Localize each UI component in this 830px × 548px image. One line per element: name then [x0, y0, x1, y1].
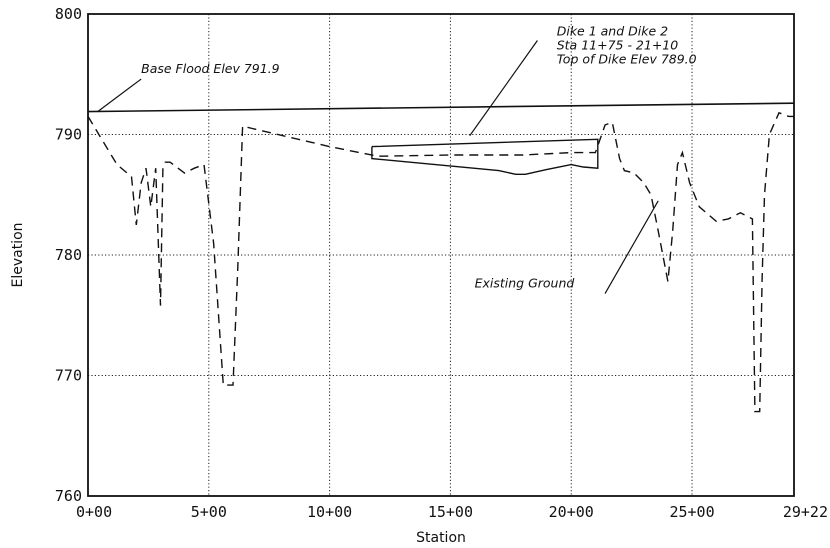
y-tick-label: 790 — [55, 126, 82, 144]
x-tick-label: 5+00 — [191, 503, 227, 521]
annotation-text-line: Top of Dike Elev 789.0 — [557, 52, 697, 67]
annotation-leader-line — [97, 78, 142, 113]
annotation-text-line: Dike 1 and Dike 2 — [557, 24, 668, 39]
x-axis-title: Station — [416, 530, 466, 546]
annotation-text: Base Flood Elev 791.9 — [141, 61, 280, 76]
dike-outline — [371, 138, 599, 175]
y-tick-label: 770 — [55, 367, 82, 385]
existing-ground-annotation: Existing Ground — [475, 200, 659, 294]
x-tick-label: 0+00 — [76, 503, 112, 521]
annotation-layer: Base Flood Elev 791.9 Dike 1 and Dike 2 St… — [97, 24, 697, 294]
x-tick-label: 29+22 — [783, 503, 828, 521]
x-tick-label: 20+00 — [549, 503, 594, 521]
series-layer — [87, 102, 795, 413]
y-tick-label: 800 — [55, 5, 82, 23]
dike-annotation: Dike 1 and Dike 2 Sta 11+75 - 21+10 Top of… — [469, 24, 697, 137]
base-flood-elevation-line — [87, 102, 795, 113]
x-tick-label: 10+00 — [307, 503, 352, 521]
annotation-text-line: Sta 11+75 - 21+10 — [557, 38, 679, 53]
x-tick-label: 25+00 — [669, 503, 714, 521]
annotation-leader-line — [469, 40, 538, 137]
annotation-text-line: Base Flood Elev 791.9 — [141, 61, 280, 76]
annotation-text-line: Existing Ground — [475, 276, 575, 291]
grid-layer — [88, 14, 794, 496]
annotation-text: Dike 1 and Dike 2 Sta 11+75 - 21+10 Top of… — [557, 24, 697, 67]
existing-ground-line — [87, 111, 794, 413]
base-flood-annotation: Base Flood Elev 791.9 — [97, 61, 280, 113]
y-tick-label: 780 — [55, 246, 82, 264]
tick-label-layer: 0+00 5+00 10+00 15+00 20+00 25+00 29+22 760 770 7… — [55, 5, 828, 521]
y-axis-title: Elevation — [10, 222, 26, 287]
y-tick-label: 760 — [55, 487, 82, 505]
x-tick-label: 15+00 — [428, 503, 473, 521]
annotation-text: Existing Ground — [475, 276, 575, 291]
annotation-leader-line — [604, 200, 659, 294]
plot-frame — [87, 13, 795, 497]
